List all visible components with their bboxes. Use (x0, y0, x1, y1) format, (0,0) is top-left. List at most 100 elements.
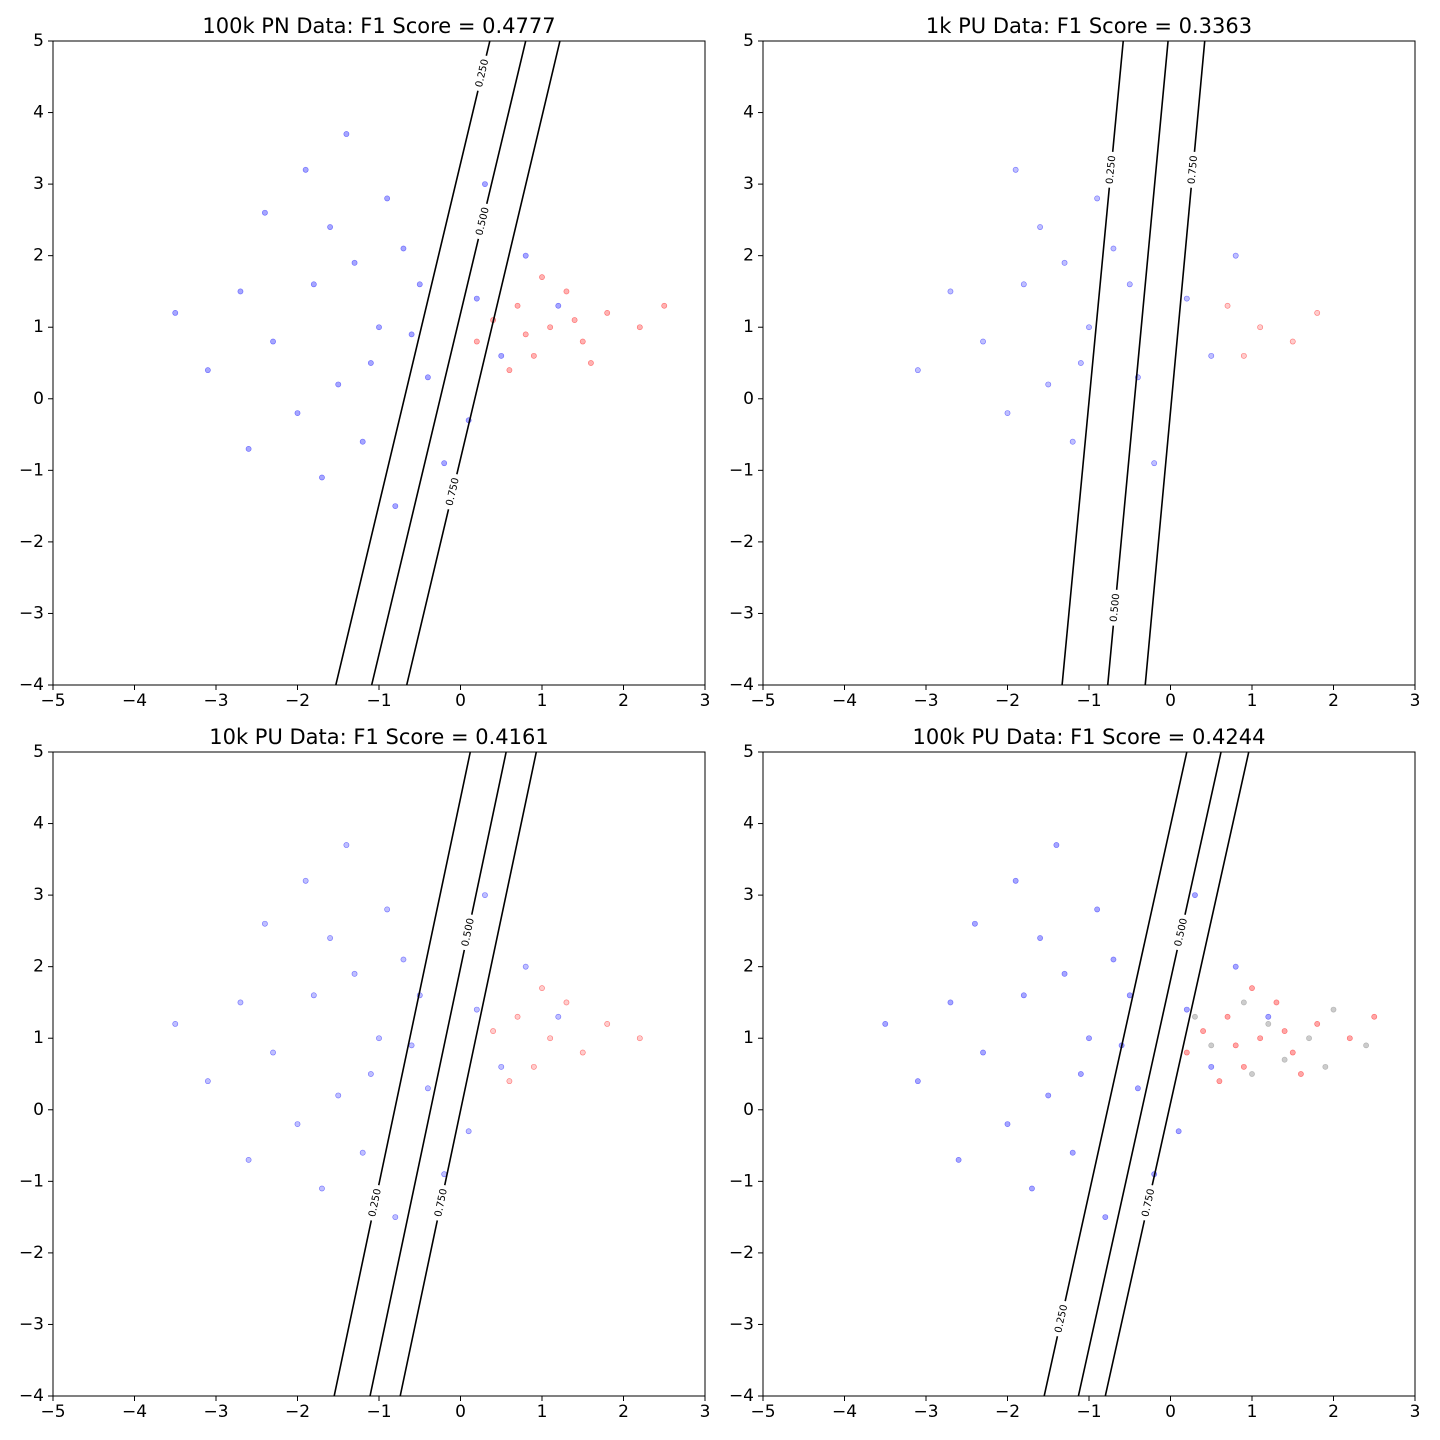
point (351, 970, 358, 977)
point (1192, 892, 1198, 899)
point (1208, 1042, 1215, 1049)
y-tick-label: 4 (743, 814, 754, 834)
point (376, 1035, 382, 1042)
point (506, 367, 513, 374)
point (473, 1006, 480, 1013)
y-tick-label: 4 (33, 814, 44, 834)
point (506, 1078, 513, 1085)
y-tick-label: 3 (743, 885, 754, 905)
x-tick-label: −2 (995, 691, 1020, 711)
x-tick-label: 0 (455, 691, 466, 711)
x-tick-label: 0 (1165, 691, 1176, 711)
subplot: 100k PN Data: F1 Score = 0.4777 0.250 0.50… (19, 14, 710, 711)
point (522, 331, 529, 338)
point (636, 1035, 643, 1042)
point (245, 445, 252, 452)
point (539, 985, 545, 992)
x-tick-label: 0 (455, 1402, 466, 1422)
point (1183, 295, 1190, 302)
x-tick-label: 2 (618, 1402, 629, 1422)
point (1289, 338, 1296, 345)
point (482, 181, 488, 188)
point (367, 360, 374, 366)
contour-label-bg (1170, 913, 1192, 952)
point (1029, 1185, 1035, 1192)
point (1004, 1121, 1011, 1127)
x-tick-label: −4 (122, 691, 147, 711)
point (1249, 1071, 1255, 1077)
y-tick-label: −4 (729, 1386, 754, 1406)
contour-label-bg (430, 1183, 452, 1222)
point (980, 338, 986, 345)
x-tick-label: −2 (285, 691, 310, 711)
contour-line (1043, 752, 1188, 1396)
point (972, 920, 978, 927)
point (914, 1078, 921, 1085)
point (1077, 360, 1084, 366)
point (1281, 1056, 1288, 1063)
point (514, 1013, 521, 1020)
y-tick-label: −1 (729, 1171, 754, 1191)
point (1126, 992, 1133, 999)
point (1175, 1128, 1182, 1135)
point (351, 259, 358, 266)
point (1004, 410, 1011, 416)
point (392, 503, 399, 510)
contour-label-group: 0.250 (471, 54, 494, 93)
point (1273, 999, 1280, 1006)
x-tick-label: −3 (913, 691, 938, 711)
x-tick-label: 1 (537, 691, 548, 711)
point (522, 252, 529, 259)
contour-line (369, 752, 507, 1396)
point (392, 1214, 399, 1221)
contour-label-group: 0.250 (364, 1183, 386, 1222)
x-tick-label: 1 (1247, 1402, 1258, 1422)
contour-label-bg (457, 913, 479, 952)
point (1020, 992, 1027, 999)
contour-line (1077, 752, 1222, 1396)
x-tick-label: 2 (1328, 1402, 1339, 1422)
axes-frame (52, 751, 706, 1397)
point (1012, 877, 1019, 884)
point (310, 281, 317, 288)
point (579, 338, 586, 345)
contour-line (370, 41, 527, 685)
point (539, 274, 545, 281)
subplot: 100k PU Data: F1 Score = 0.4244 0.250 0.50… (729, 725, 1420, 1422)
x-tick-label: −1 (366, 1402, 391, 1422)
point (1183, 1049, 1190, 1056)
point (1208, 1063, 1215, 1070)
x-tick-label: −4 (122, 1402, 147, 1422)
point (914, 367, 921, 374)
point (1012, 166, 1019, 173)
point (1371, 1013, 1378, 1020)
point (384, 906, 391, 913)
plot-area: 0.250 0.500 0.750 (172, 752, 643, 1396)
contour-label-group: 0.750 (430, 1183, 452, 1222)
contour-label-bg (1137, 1183, 1160, 1222)
point (530, 352, 537, 359)
x-tick-label: 1 (537, 1402, 548, 1422)
point (547, 324, 554, 331)
point (310, 992, 317, 999)
y-tick-label: −2 (19, 1243, 44, 1263)
point (947, 999, 954, 1006)
point (1086, 1035, 1092, 1042)
y-tick-label: −1 (19, 460, 44, 480)
point (294, 1121, 301, 1127)
point (955, 1156, 962, 1163)
x-tick-label: 3 (1410, 1402, 1421, 1422)
subplot: 1k PU Data: F1 Score = 0.33630.2500.5000… (729, 14, 1420, 711)
subplot-title: 10k PU Data: F1 Score = 0.4161 (209, 725, 549, 749)
contour-label-group: 0.500 (1170, 913, 1192, 952)
contour-label-bg (1050, 1299, 1073, 1338)
y-tick-label: −3 (19, 603, 44, 623)
point (1289, 1049, 1296, 1056)
point (343, 131, 350, 137)
point (1086, 324, 1092, 331)
point (1232, 252, 1239, 259)
y-tick-label: 0 (743, 389, 754, 409)
contour-line (335, 41, 491, 685)
point (1346, 1035, 1353, 1042)
point (1232, 1042, 1239, 1049)
